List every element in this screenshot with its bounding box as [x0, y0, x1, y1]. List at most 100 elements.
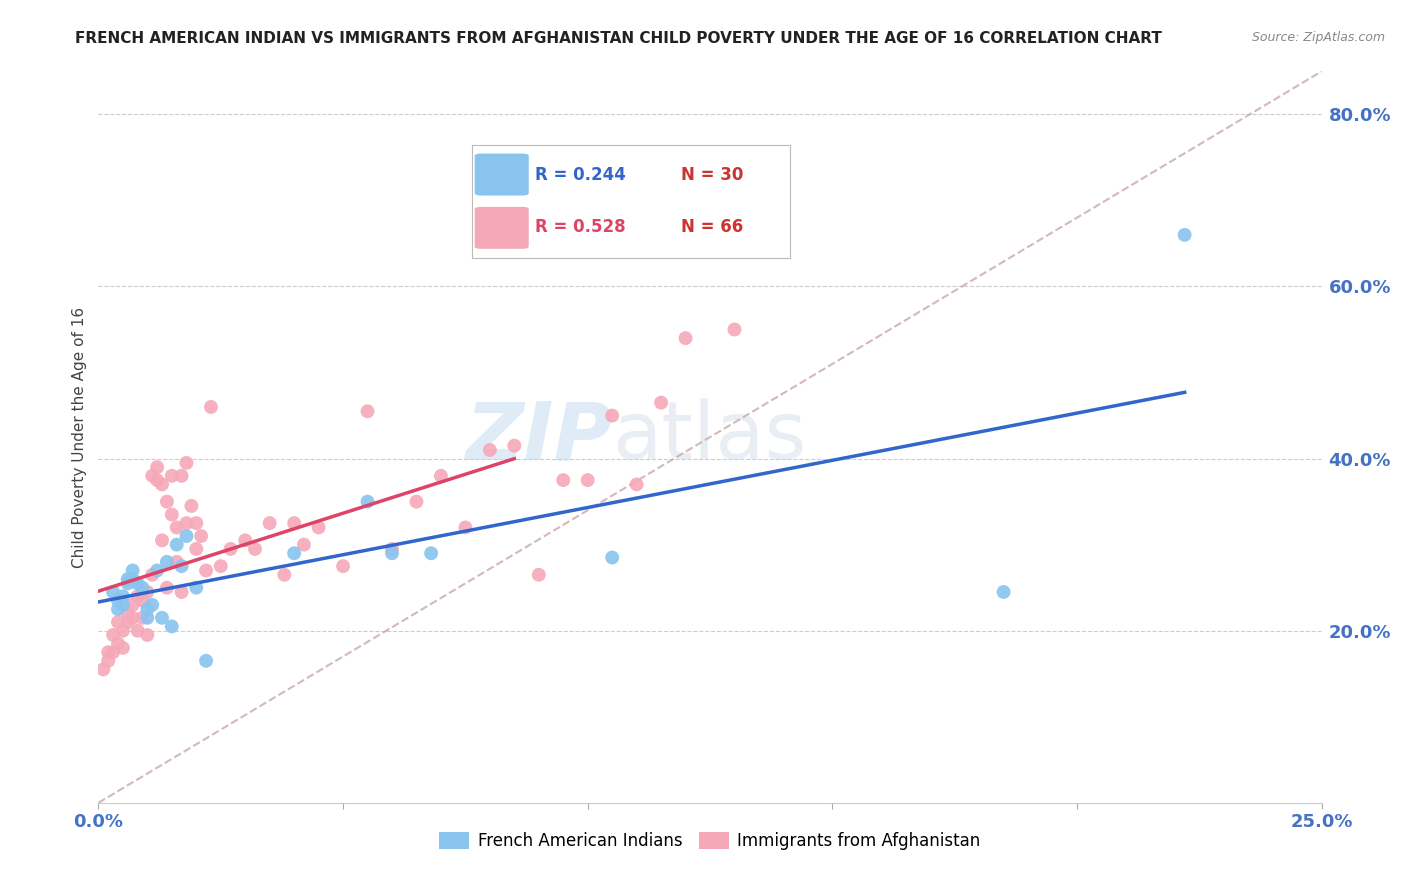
Point [259, 516, 281, 530]
Point [131, 581, 153, 595]
Point [209, 559, 232, 574]
Point [600, 550, 623, 565]
Point [97, 645, 120, 659]
Point [170, 468, 193, 483]
Point [160, 508, 183, 522]
Point [141, 468, 163, 483]
Point [121, 564, 143, 578]
Point [117, 607, 139, 621]
Point [527, 567, 550, 582]
Point [146, 564, 169, 578]
Point [553, 473, 575, 487]
Point [243, 541, 266, 556]
Point [127, 624, 149, 638]
Text: Source: ZipAtlas.com: Source: ZipAtlas.com [1251, 31, 1385, 45]
Point [170, 585, 193, 599]
Point [150, 533, 173, 548]
Point [283, 516, 305, 530]
Point [156, 494, 179, 508]
Point [166, 520, 188, 534]
Point [107, 602, 129, 616]
Point [146, 473, 169, 487]
Point [430, 468, 453, 483]
Point [170, 559, 193, 574]
Point [650, 395, 672, 409]
Point [626, 477, 648, 491]
Point [101, 645, 124, 659]
Point [111, 624, 134, 638]
Point [127, 589, 149, 603]
Point [723, 322, 745, 336]
Point [101, 585, 124, 599]
Point [186, 581, 208, 595]
Point [176, 456, 198, 470]
Point [156, 581, 179, 595]
Point [117, 576, 139, 591]
Point [160, 468, 183, 483]
Point [454, 520, 477, 534]
Point [107, 615, 129, 629]
Point [233, 533, 256, 548]
Point [166, 555, 188, 569]
Point [381, 541, 404, 556]
Point [117, 615, 139, 629]
Point [121, 572, 143, 586]
Point [186, 516, 208, 530]
Point [141, 567, 163, 582]
Point [131, 593, 153, 607]
Point [283, 546, 305, 560]
Y-axis label: Child Poverty Under the Age of 16: Child Poverty Under the Age of 16 [72, 307, 87, 567]
Point [107, 637, 129, 651]
Point [111, 598, 134, 612]
Point [97, 654, 120, 668]
Point [381, 546, 404, 560]
Point [420, 546, 443, 560]
Point [107, 593, 129, 607]
Point [136, 585, 159, 599]
Point [478, 442, 501, 457]
Point [91, 662, 114, 676]
Point [356, 404, 378, 418]
Point [180, 499, 202, 513]
Point [675, 331, 697, 345]
Point [166, 538, 188, 552]
Point [111, 589, 134, 603]
Point [176, 529, 198, 543]
Point [332, 559, 354, 574]
Point [176, 516, 198, 530]
Legend: French American Indians, Immigrants from Afghanistan: French American Indians, Immigrants from… [433, 825, 987, 856]
Point [195, 564, 218, 578]
Point [121, 611, 143, 625]
Point [150, 477, 173, 491]
Point [503, 439, 526, 453]
Point [356, 494, 378, 508]
Point [117, 572, 139, 586]
Point [1174, 227, 1197, 242]
Point [160, 619, 183, 633]
Point [121, 598, 143, 612]
Text: ZIP: ZIP [465, 398, 612, 476]
Point [292, 538, 315, 552]
Point [308, 520, 330, 534]
Point [127, 576, 149, 591]
Point [186, 541, 208, 556]
Point [136, 611, 159, 625]
Point [405, 494, 427, 508]
Point [101, 628, 124, 642]
Point [190, 529, 212, 543]
Point [141, 598, 163, 612]
Point [156, 555, 179, 569]
Point [136, 602, 159, 616]
Point [273, 567, 295, 582]
Point [200, 400, 222, 414]
Point [993, 585, 1015, 599]
Text: atlas: atlas [612, 398, 807, 476]
Point [576, 473, 599, 487]
Point [131, 611, 153, 625]
Point [219, 541, 242, 556]
Point [146, 460, 169, 475]
Point [150, 611, 173, 625]
Point [195, 654, 218, 668]
Text: FRENCH AMERICAN INDIAN VS IMMIGRANTS FROM AFGHANISTAN CHILD POVERTY UNDER THE AG: FRENCH AMERICAN INDIAN VS IMMIGRANTS FRO… [75, 31, 1163, 46]
Point [600, 409, 623, 423]
